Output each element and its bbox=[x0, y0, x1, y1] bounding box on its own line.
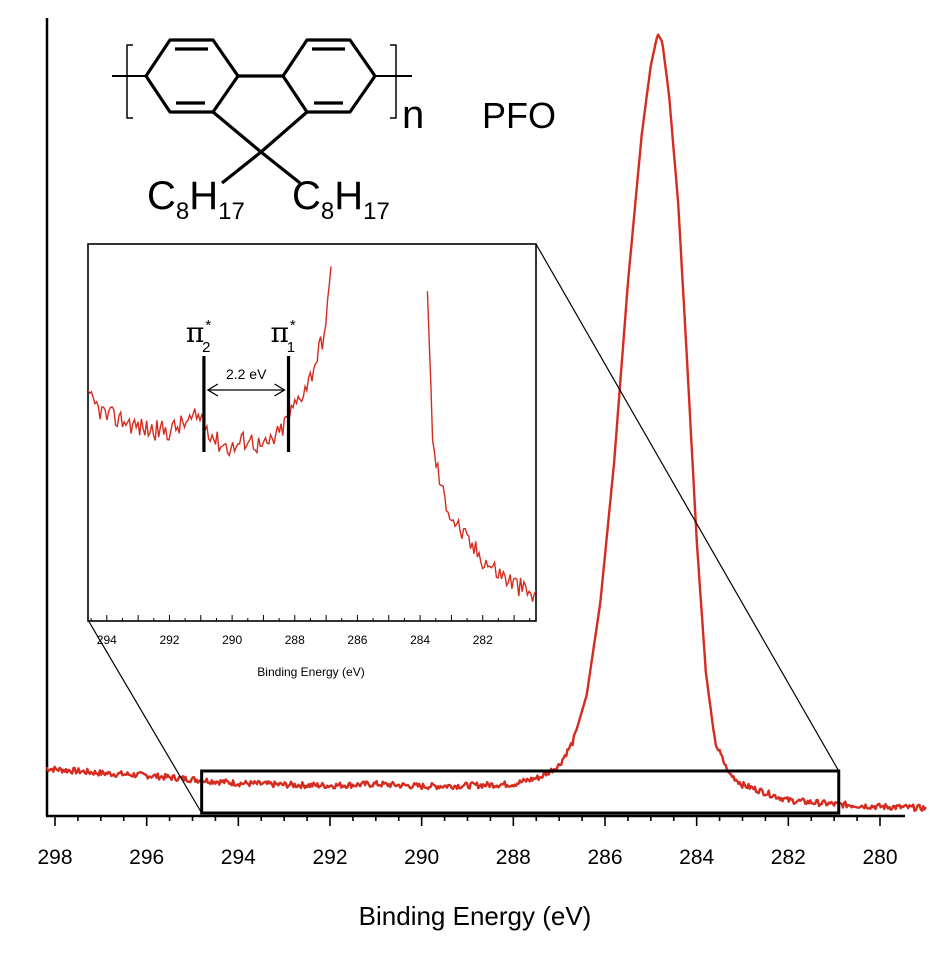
left-bracket bbox=[126, 44, 133, 119]
main-x-tick-label: 280 bbox=[862, 846, 897, 869]
main-x-tick-labels: 298 296 294 292 290 288 286 284 282 280 bbox=[37, 846, 897, 869]
main-x-tick-label: 282 bbox=[771, 846, 806, 869]
pfo-structure bbox=[112, 38, 412, 185]
inset-x-tick-label: 284 bbox=[410, 633, 430, 647]
main-x-tick-label: 294 bbox=[221, 846, 256, 869]
main-x-axis-title: Binding Energy (eV) bbox=[359, 901, 592, 931]
inset-x-axis-title: Binding Energy (eV) bbox=[257, 665, 364, 679]
main-x-ticks bbox=[54, 816, 881, 826]
inset-x-tick-label: 286 bbox=[347, 633, 367, 647]
inset-spectrum-line bbox=[88, 266, 536, 602]
main-x-tick-label: 298 bbox=[37, 846, 72, 869]
gap-label: 2.2 eV bbox=[226, 366, 267, 382]
inset-x-tick-label: 288 bbox=[285, 633, 305, 647]
main-x-tick-label: 292 bbox=[312, 846, 347, 869]
left-benzene-ring bbox=[144, 38, 240, 114]
gap-arrow bbox=[206, 383, 286, 397]
inset-x-tick-label: 292 bbox=[159, 633, 179, 647]
inset-x-tick-labels: 294 292 290 288 286 284 282 bbox=[97, 633, 493, 647]
pi2-label: π* 2 bbox=[186, 316, 211, 356]
repeat-unit-n: n bbox=[402, 93, 424, 137]
main-x-tick-label: 296 bbox=[129, 846, 164, 869]
main-spectrum-line bbox=[45, 33, 927, 812]
pi1-label: π* 1 bbox=[271, 316, 296, 356]
right-bracket bbox=[390, 44, 397, 119]
main-x-tick-label: 286 bbox=[587, 846, 622, 869]
substituent-left: C8H17 bbox=[147, 174, 245, 225]
right-benzene-ring bbox=[281, 38, 377, 114]
inset-x-tick-label: 294 bbox=[97, 633, 117, 647]
main-x-tick-label: 290 bbox=[404, 846, 439, 869]
zoom-connector-left bbox=[87, 619, 203, 814]
zoom-region-box bbox=[200, 769, 841, 815]
substituent-right: C8H17 bbox=[292, 174, 390, 225]
inset-plot: 294 292 290 288 286 284 282 Binding Energy (eV… bbox=[87, 243, 537, 679]
polymer-name: PFO bbox=[482, 95, 556, 136]
inset-x-ticks bbox=[90, 615, 531, 621]
inset-x-tick-label: 290 bbox=[222, 633, 242, 647]
main-x-tick-label: 284 bbox=[679, 846, 714, 869]
inset-x-tick-label: 282 bbox=[473, 633, 493, 647]
main-x-tick-label: 288 bbox=[496, 846, 531, 869]
inset-frame bbox=[87, 243, 537, 622]
zoom-connector-right bbox=[535, 243, 840, 772]
